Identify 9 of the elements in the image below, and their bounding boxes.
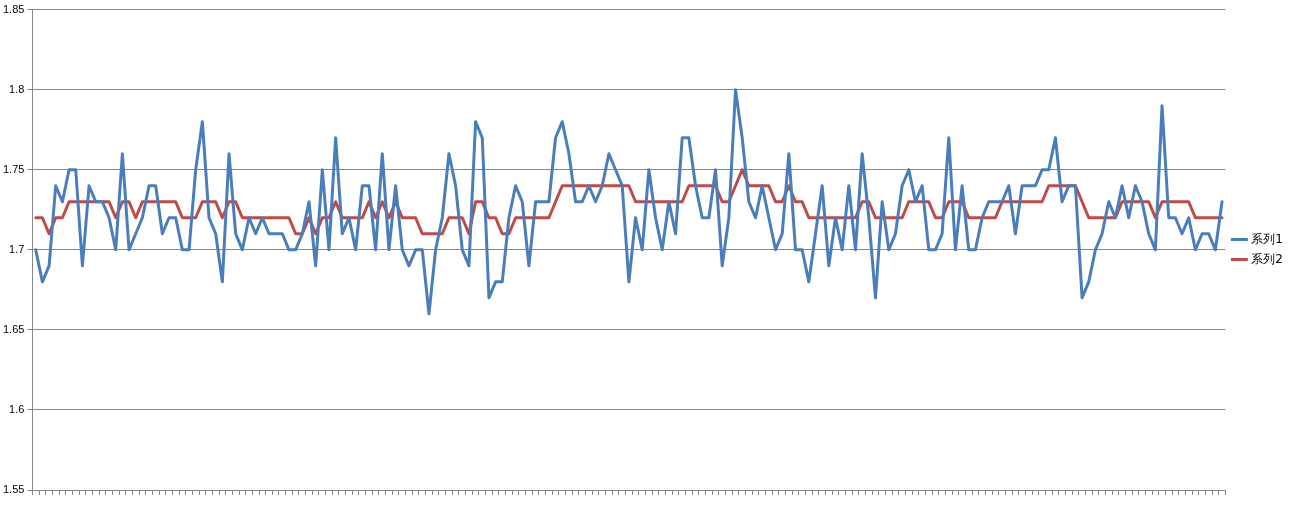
y-tick-label: 1.6 (9, 402, 25, 415)
legend-label: 系列2 (1251, 251, 1284, 266)
y-tick-label: 1.65 (2, 322, 25, 335)
y-tick-label: 1.85 (2, 2, 25, 15)
y-tick-label: 1.75 (2, 162, 25, 175)
y-tick-label: 1.7 (9, 242, 25, 255)
y-tick-label: 1.8 (9, 82, 25, 95)
legend-label: 系列1 (1251, 231, 1284, 246)
y-tick-label: 1.55 (2, 483, 25, 496)
